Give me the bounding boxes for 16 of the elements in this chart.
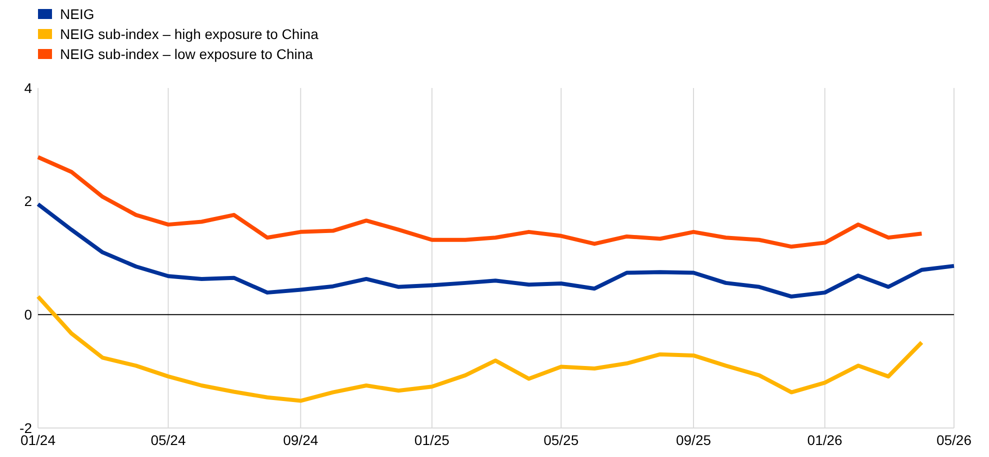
x-tick-label: 05/25 <box>544 432 579 448</box>
line-series <box>36 202 956 299</box>
y-tick-label: 2 <box>24 193 32 210</box>
y-tick-label: 4 <box>24 80 32 96</box>
x-tick-label: 05/26 <box>936 432 972 448</box>
legend-label: NEIG sub-index – low exposure to China <box>60 46 314 62</box>
y-tick-label: 0 <box>24 306 32 323</box>
legend-label: NEIG <box>60 6 94 22</box>
line-series <box>36 294 924 403</box>
x-tick-label: 09/25 <box>676 432 712 448</box>
x-tick-label: 01/26 <box>807 432 843 448</box>
x-tick-label: 05/24 <box>150 432 186 448</box>
x-tick-label: 09/24 <box>283 432 318 448</box>
legend-label: NEIG sub-index – high exposure to China <box>60 26 319 42</box>
x-tick-label: 01/25 <box>414 432 450 448</box>
line-series <box>36 155 924 249</box>
